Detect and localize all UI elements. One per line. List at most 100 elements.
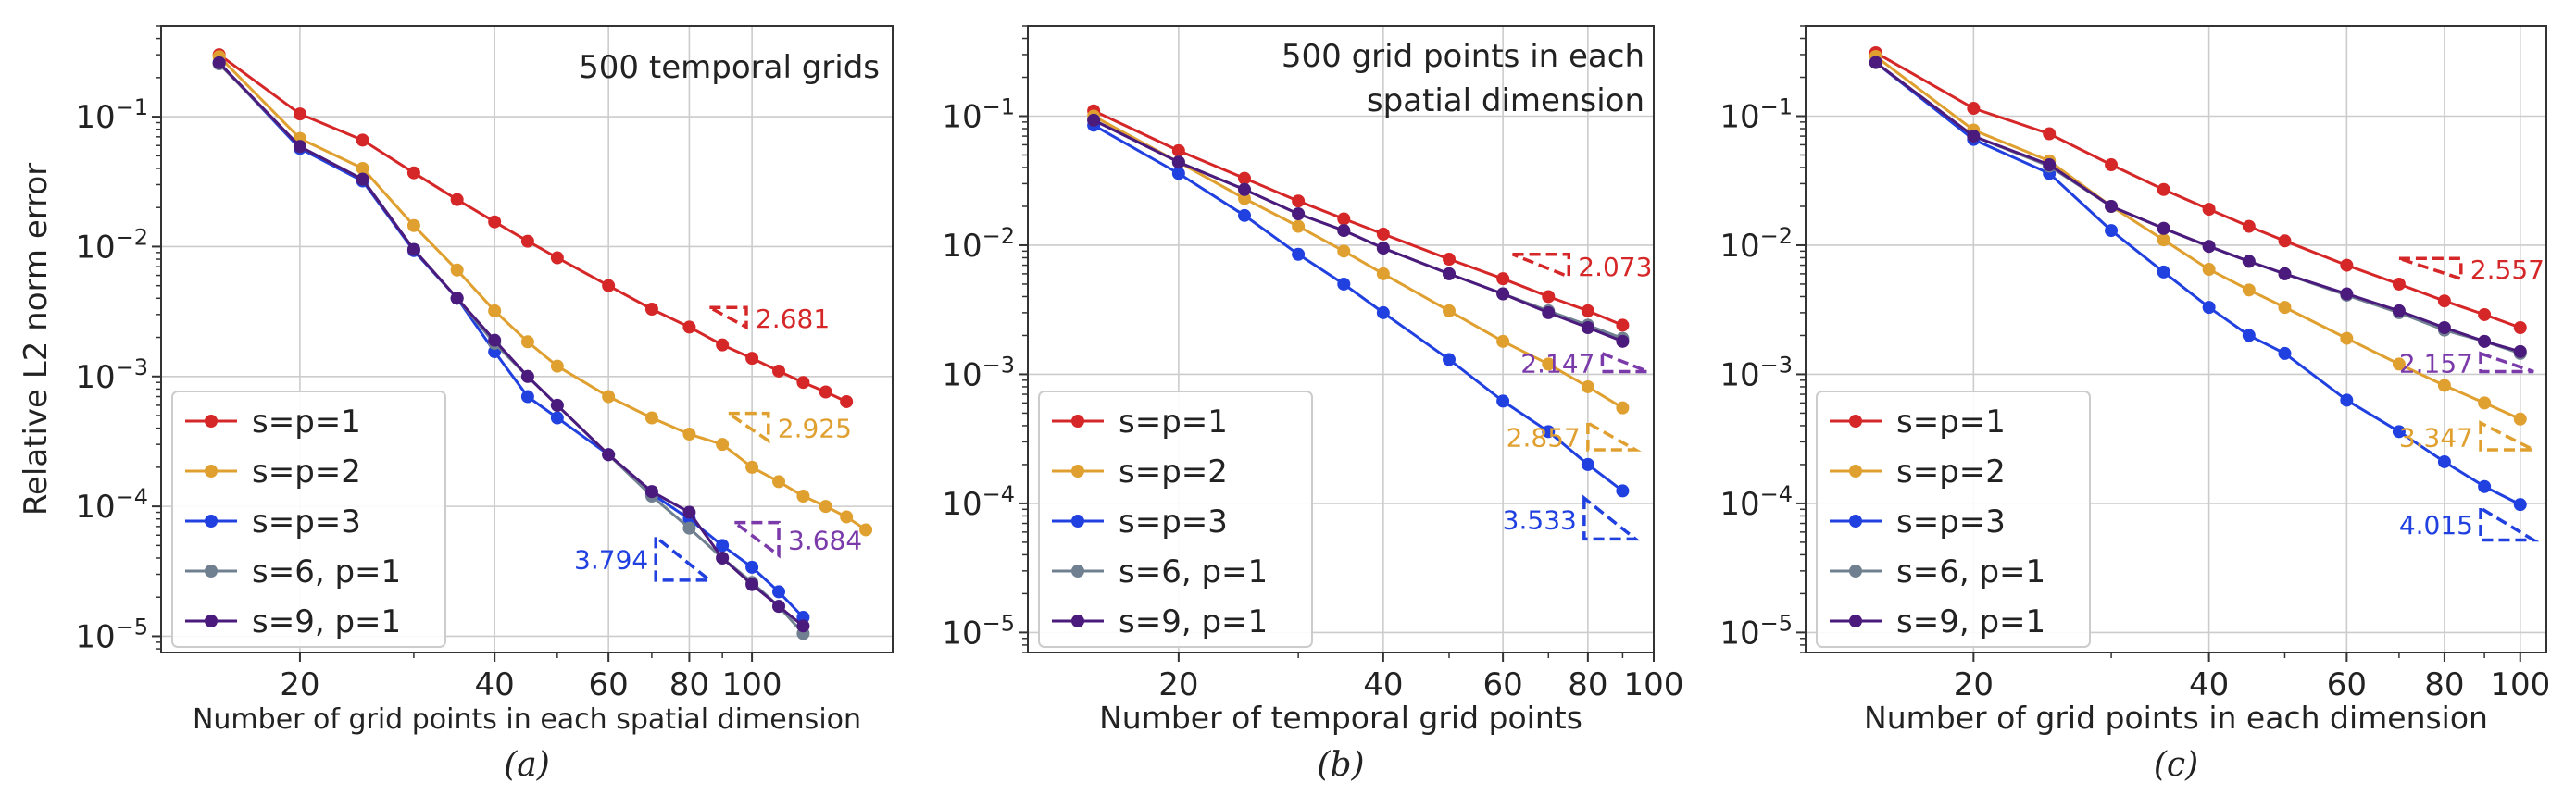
- legend-swatch-marker: [1849, 465, 1862, 478]
- legend-swatch-marker: [1071, 615, 1084, 627]
- y-tick-label: 10−3: [75, 354, 148, 396]
- data-point: [2340, 393, 2354, 407]
- data-point: [859, 523, 873, 537]
- y-tick-label: 10−2: [942, 223, 1015, 265]
- y-tick-label: 10−1: [75, 94, 148, 136]
- data-point: [1616, 401, 1630, 415]
- data-point: [2340, 331, 2354, 345]
- data-point: [1542, 290, 1556, 304]
- data-point: [2202, 203, 2216, 217]
- data-point: [2392, 304, 2406, 317]
- data-point: [1443, 353, 1457, 366]
- x-tick-label: 60: [589, 666, 629, 703]
- data-point: [2202, 301, 2216, 315]
- panel-a: 20 40 60 80 100 10−5 10−4 10−3 10−2 10−1 2.681 2.92…: [18, 25, 894, 784]
- legend-swatch-marker: [205, 615, 218, 627]
- data-point: [772, 475, 786, 489]
- x-tick-label: 20: [1158, 666, 1198, 703]
- data-point: [1616, 334, 1630, 348]
- data-point: [772, 585, 786, 599]
- legend-entry: s=p=1: [1896, 404, 2006, 441]
- slope-label: 3.794: [574, 545, 648, 576]
- x-tick-label: 40: [2189, 666, 2229, 703]
- x-tick-label: 80: [669, 666, 709, 703]
- slope-label: 2.557: [2470, 255, 2545, 285]
- data-point: [1376, 242, 1390, 255]
- legend-entry: s=6, p=1: [1119, 553, 1268, 590]
- y-tick-label: 10−1: [1719, 93, 1793, 135]
- data-point: [2340, 258, 2354, 272]
- legend-swatch-marker: [1849, 615, 1862, 627]
- data-point: [644, 485, 658, 499]
- data-point: [2478, 479, 2492, 493]
- data-point: [2105, 158, 2119, 172]
- slope-triangle: [1586, 419, 1642, 452]
- panel-annotation: spatial dimension: [1367, 82, 1644, 119]
- data-point: [1376, 267, 1390, 280]
- legend-entry: s=p=3: [1896, 503, 2006, 540]
- data-point: [1581, 320, 1594, 334]
- plot-area: [212, 48, 873, 640]
- panel-caption: (c): [2154, 746, 2198, 784]
- plot-area: [1869, 45, 2527, 512]
- data-point: [1292, 247, 1306, 261]
- data-point: [1376, 227, 1390, 241]
- data-point: [1616, 318, 1630, 332]
- data-point: [520, 390, 534, 404]
- y-tick-label: 10−2: [1719, 223, 1793, 265]
- data-point: [520, 335, 534, 349]
- legend-entry: s=p=3: [1119, 503, 1228, 540]
- data-point: [488, 215, 502, 229]
- data-point: [682, 320, 696, 334]
- legend-swatch-marker: [205, 515, 218, 528]
- data-point: [1238, 208, 1252, 222]
- y-tick-label: 10−2: [75, 224, 148, 266]
- data-point: [2202, 240, 2216, 254]
- data-point: [2392, 277, 2406, 291]
- slope-triangle: [730, 520, 781, 559]
- data-point: [2478, 334, 2492, 348]
- data-point: [1581, 457, 1594, 471]
- legend-swatch-marker: [205, 565, 218, 578]
- data-point: [1171, 155, 1185, 169]
- data-point: [2513, 344, 2527, 358]
- data-point: [1496, 287, 1510, 301]
- slope-label: 2.681: [756, 304, 830, 334]
- y-tick-label: 10−5: [1719, 610, 1793, 652]
- data-point: [1581, 379, 1594, 393]
- data-point: [602, 279, 616, 292]
- data-point: [1337, 212, 1351, 226]
- data-point: [682, 428, 696, 441]
- data-point: [1443, 304, 1457, 317]
- legend-swatch-marker: [1071, 515, 1084, 528]
- data-point: [2340, 287, 2354, 301]
- y-axis-label: Relative L2 norm error: [18, 163, 55, 516]
- data-point: [2242, 255, 2256, 268]
- data-point: [745, 352, 759, 366]
- slope-triangle: [2479, 351, 2534, 374]
- data-point: [356, 133, 369, 147]
- data-point: [1443, 253, 1457, 267]
- data-point: [2513, 412, 2527, 426]
- data-point: [716, 551, 730, 565]
- data-point: [2242, 219, 2256, 233]
- data-point: [520, 234, 534, 248]
- legend-swatch-marker: [1071, 565, 1084, 578]
- data-point: [2278, 301, 2292, 315]
- data-point: [1376, 305, 1390, 319]
- legend-entry: s=9, p=1: [1119, 603, 1268, 640]
- panel-annotation: 500 temporal grids: [579, 49, 880, 86]
- data-point: [406, 166, 420, 180]
- data-point: [488, 333, 502, 347]
- slope-label: 4.015: [2399, 510, 2473, 540]
- x-tick-label: 20: [280, 666, 319, 703]
- legend-entry: s=6, p=1: [252, 553, 401, 590]
- data-point: [840, 510, 854, 524]
- data-point: [2478, 307, 2492, 321]
- x-axis-label: Number of temporal grid points: [1099, 700, 1582, 736]
- slope-label: 2.073: [1578, 252, 1652, 282]
- x-tick-label: 60: [1483, 666, 1523, 703]
- data-point: [819, 500, 832, 514]
- data-point: [1171, 167, 1185, 180]
- data-point: [716, 338, 730, 352]
